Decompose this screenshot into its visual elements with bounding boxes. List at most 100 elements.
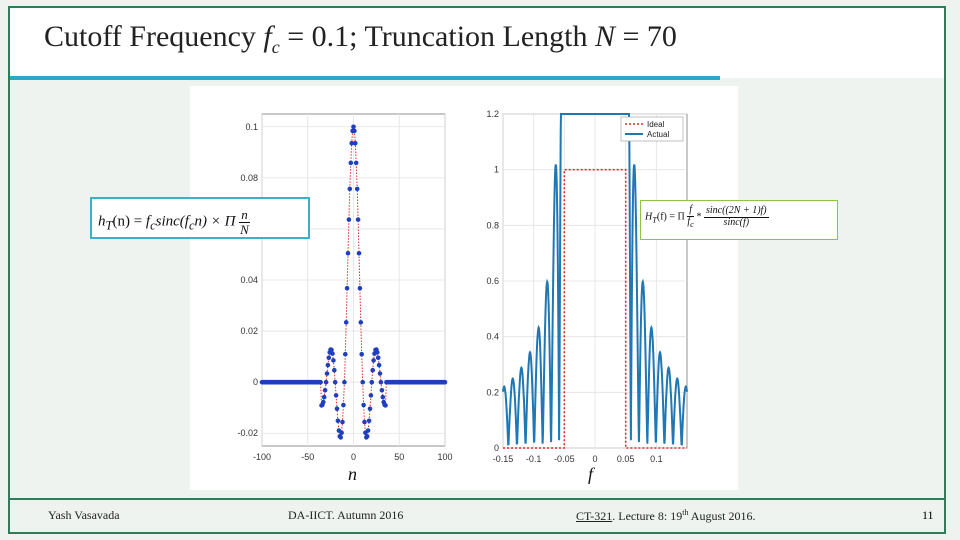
sample-marker	[380, 394, 386, 400]
sample-marker	[355, 217, 361, 222]
sample-marker	[326, 355, 332, 361]
y-tick-label: 0.4	[486, 332, 499, 342]
y-tick-label: 0.02	[240, 326, 258, 336]
sample-marker	[360, 379, 365, 385]
sample-marker	[324, 371, 330, 376]
footer-lecture: CT-321. Lecture 8: 19th August 2016.	[576, 508, 756, 523]
x-axis-variable-f: f	[588, 464, 594, 484]
x-tick-label: -0.1	[526, 454, 542, 464]
slide-title: Cutoff Frequency fc = 0.1; Truncation Le…	[44, 20, 677, 57]
sample-marker	[344, 285, 350, 291]
sample-marker	[371, 358, 376, 363]
sample-marker	[369, 379, 375, 385]
sample-marker	[343, 320, 349, 325]
x-axis-variable-n: n	[348, 464, 357, 484]
sample-marker	[378, 379, 384, 385]
sample-marker	[333, 393, 339, 398]
x-tick-label: 0.05	[617, 454, 635, 464]
sample-marker	[323, 379, 329, 385]
x-tick-label: 0	[351, 452, 356, 462]
sample-marker	[321, 394, 327, 400]
y-tick-label: 0.8	[486, 220, 499, 230]
sample-marker	[321, 399, 326, 405]
sample-marker	[346, 217, 352, 222]
footer-course: DA-IICT. Autumn 2016	[288, 508, 404, 522]
sample-marker	[383, 403, 388, 408]
sample-marker	[322, 388, 328, 393]
sample-marker	[342, 379, 347, 385]
x-tick-label: 0	[592, 454, 597, 464]
sample-marker	[335, 418, 341, 424]
sample-marker	[367, 406, 373, 412]
y-tick-label: -0.02	[237, 428, 258, 438]
sample-marker	[349, 140, 354, 146]
y-tick-label: 1	[494, 165, 499, 175]
sample-marker	[375, 355, 381, 361]
sample-marker	[334, 406, 340, 412]
sample-marker	[365, 428, 371, 433]
sample-marker	[343, 351, 348, 357]
x-tick-label: -0.15	[493, 454, 514, 464]
sample-marker	[379, 388, 385, 393]
sample-marker	[376, 362, 382, 368]
y-tick-label: 0	[494, 443, 499, 453]
slide-frame	[8, 6, 946, 534]
sample-marker	[338, 435, 343, 440]
sample-marker	[353, 140, 358, 146]
sample-marker	[359, 351, 364, 357]
sample-marker	[361, 402, 366, 408]
sample-marker	[354, 186, 360, 192]
y-tick-label: 0.08	[240, 173, 258, 183]
sample-marker	[340, 419, 345, 425]
x-tick-label: -0.05	[554, 454, 575, 464]
ideal-response-line	[503, 168, 687, 449]
sample-marker	[364, 434, 370, 439]
title-bar	[10, 8, 944, 78]
sample-marker	[370, 367, 375, 373]
y-tick-label: 0.04	[240, 275, 258, 285]
sample-marker	[368, 393, 374, 398]
sample-marker	[347, 186, 353, 192]
sample-marker	[358, 320, 364, 325]
sample-marker	[325, 362, 331, 368]
title-underline	[10, 76, 720, 80]
sample-marker	[348, 160, 354, 166]
sample-marker	[332, 367, 337, 373]
y-tick-label: 0	[253, 377, 258, 387]
actual-response-line	[502, 113, 688, 446]
sample-marker	[341, 402, 346, 408]
y-tick-label: 0.1	[245, 122, 258, 132]
sample-marker	[339, 430, 344, 436]
footer-author: Yash Vasavada	[48, 508, 120, 522]
sample-marker	[377, 371, 383, 376]
sample-marker	[351, 124, 356, 130]
sample-marker	[318, 379, 323, 385]
sample-marker	[362, 419, 367, 425]
y-tick-label: 0.6	[486, 276, 499, 286]
sample-marker	[332, 379, 338, 385]
legend-box	[620, 116, 684, 142]
sample-marker	[331, 358, 336, 363]
y-tick-label: 1.2	[486, 109, 499, 119]
sample-marker	[356, 251, 362, 256]
footer-divider	[10, 498, 946, 500]
slide-number: 11	[922, 508, 934, 522]
frequency-response-formula: HT(f) = Π f fc * sinc((2N + 1)f) sinc(f)	[640, 200, 838, 240]
sample-marker	[353, 160, 359, 166]
x-tick-label: -50	[301, 452, 314, 462]
legend-actual-label: Actual	[647, 130, 669, 139]
sample-marker	[375, 350, 380, 355]
sample-marker	[357, 285, 363, 291]
frequency-response-chart: 0 0.2 0.4 0.6 0.8 1 1.2 -0.15 -0.1 -0.05 0 0.05 0.1 I…	[486, 109, 688, 464]
x-tick-label: 100	[437, 452, 452, 462]
y-tick-label: 0.2	[486, 387, 499, 397]
sample-marker	[330, 351, 335, 356]
legend-ideal-label: Ideal	[647, 120, 665, 129]
x-tick-label: 0.1	[650, 454, 663, 464]
x-tick-label: -100	[253, 452, 271, 462]
sample-marker	[366, 418, 372, 424]
sample-marker	[442, 379, 448, 385]
